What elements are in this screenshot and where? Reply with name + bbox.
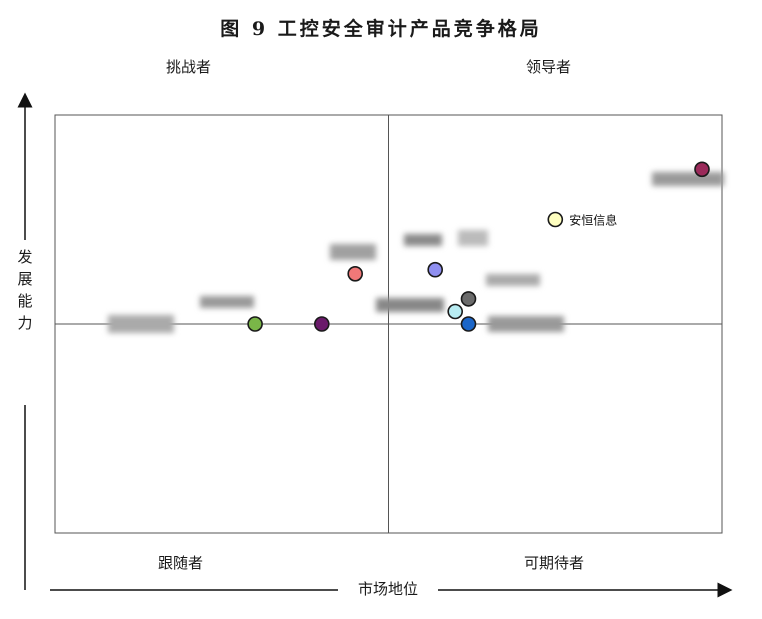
y-axis-char: 展: [17, 270, 33, 288]
data-point: [447, 303, 464, 320]
data-point: [547, 211, 564, 228]
quadrant-label-leaders: 领导者: [526, 58, 572, 76]
y-axis-label: 发 展 能 力: [14, 246, 36, 334]
data-point: [347, 265, 364, 282]
chart-title: 图 9 工控安全审计产品竞争格局: [220, 18, 542, 40]
data-point: [313, 316, 330, 332]
data-point: [460, 316, 477, 332]
y-axis-char: 发: [17, 248, 33, 266]
data-point: [460, 291, 477, 307]
quadrant-label-challengers: 挑战者: [166, 58, 212, 76]
data-point: [427, 261, 444, 278]
x-axis-label: 市场地位: [338, 578, 438, 599]
data-points: 安恒信息: [247, 161, 710, 332]
data-point: [694, 161, 710, 178]
quadrant-label-followers: 跟随者: [158, 554, 204, 572]
data-point: [247, 316, 263, 332]
quadrant-label-promising: 可期待者: [524, 554, 585, 572]
obscured-labels: [108, 172, 724, 333]
y-axis-char: 能: [17, 292, 33, 310]
y-axis-char: 力: [17, 314, 33, 332]
data-point-label: 安恒信息: [569, 213, 617, 228]
